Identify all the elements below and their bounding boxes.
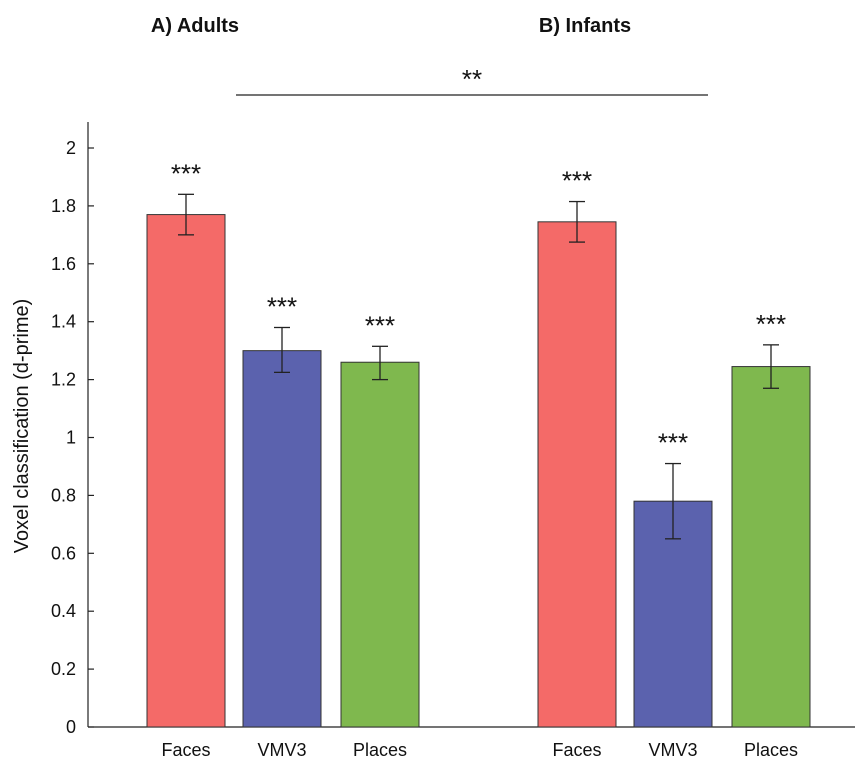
significance-label: *** bbox=[756, 309, 786, 339]
bars: *** Faces *** VMV3 *** Places *** Faces *** VMV3 *… bbox=[146, 158, 811, 760]
bar bbox=[242, 350, 322, 728]
group-title-infants: B) Infants bbox=[539, 15, 631, 37]
category-label: Places bbox=[353, 740, 407, 760]
y-tick-label: 2 bbox=[66, 138, 76, 158]
category-label: Places bbox=[744, 740, 798, 760]
significance-label: *** bbox=[562, 166, 592, 196]
comparison-significance: ** bbox=[462, 64, 482, 94]
significance-label: *** bbox=[658, 428, 688, 458]
y-axis-label: Voxel classification (d-prime) bbox=[11, 299, 33, 554]
category-label: VMV3 bbox=[257, 740, 306, 760]
y-tick-label: 0.4 bbox=[51, 601, 76, 621]
category-label: VMV3 bbox=[648, 740, 697, 760]
category-label: Faces bbox=[161, 740, 210, 760]
y-tick-label: 0 bbox=[66, 717, 76, 737]
group-title-adults: A) Adults bbox=[151, 15, 239, 37]
y-tick-label: 1.8 bbox=[51, 196, 76, 216]
bar bbox=[146, 214, 226, 728]
category-label: Faces bbox=[552, 740, 601, 760]
y-tick-label: 0.2 bbox=[51, 659, 76, 679]
bar bbox=[340, 361, 420, 728]
y-tick-label: 0.8 bbox=[51, 485, 76, 505]
y-tick-label: 1 bbox=[66, 428, 76, 448]
y-tick-label: 0.6 bbox=[51, 543, 76, 563]
y-tick-label: 1.6 bbox=[51, 254, 76, 274]
significance-label: *** bbox=[365, 310, 395, 340]
bar bbox=[731, 366, 811, 728]
bar bbox=[537, 221, 617, 728]
significance-label: *** bbox=[171, 158, 201, 188]
y-tick-label: 1.4 bbox=[51, 312, 76, 332]
significance-label: *** bbox=[267, 291, 297, 321]
y-tick-label: 1.2 bbox=[51, 370, 76, 390]
